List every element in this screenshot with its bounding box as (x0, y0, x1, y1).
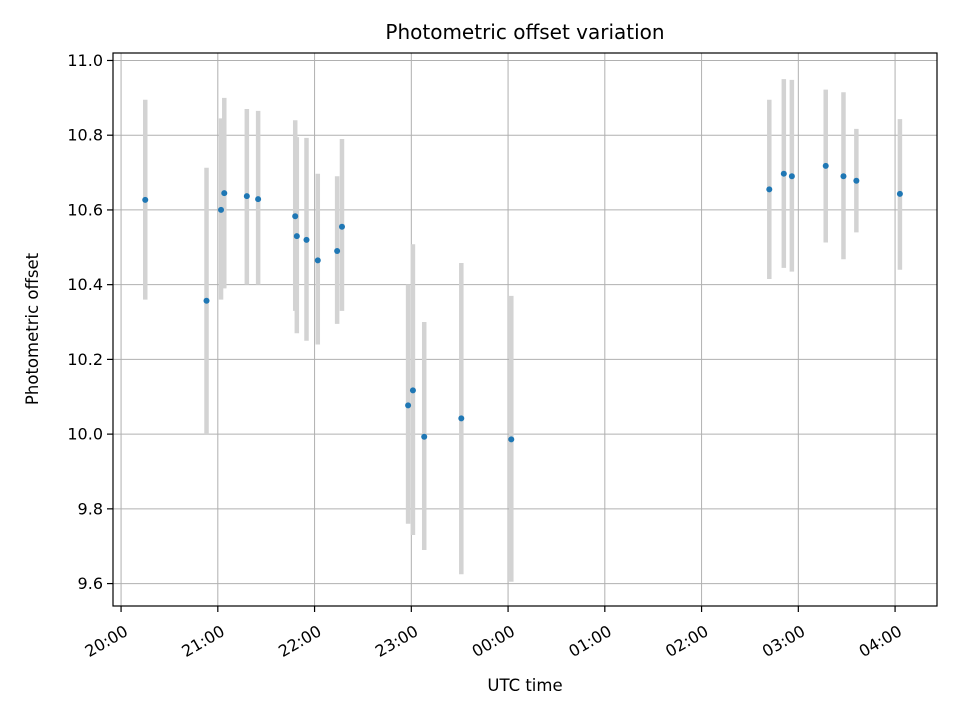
grid (113, 53, 937, 606)
y-tick-label: 10.4 (67, 275, 103, 294)
y-tick-label: 9.6 (78, 574, 103, 593)
chart-title: Photometric offset variation (385, 20, 664, 44)
data-point (766, 186, 773, 193)
y-axis-label: Photometric offset (23, 252, 42, 405)
data-point (218, 206, 225, 213)
data-point (314, 257, 321, 264)
data-point (243, 193, 250, 200)
data-point (840, 173, 847, 180)
data-point (780, 170, 787, 177)
y-tick-label: 9.8 (78, 499, 103, 518)
data-point (334, 248, 341, 255)
data-point (142, 196, 149, 203)
y-tick-label: 10.8 (67, 126, 103, 145)
data-point (292, 213, 299, 220)
data-point (255, 196, 262, 203)
data-point (303, 236, 310, 243)
data-point (822, 162, 829, 169)
data-point (293, 233, 300, 240)
x-axis-label: UTC time (487, 676, 562, 695)
data-point (853, 177, 860, 184)
y-tick-label: 11.0 (67, 51, 103, 70)
y-tick-label: 10.6 (67, 200, 103, 219)
plot-frame (112, 52, 938, 607)
y-tick-label: 10.0 (67, 425, 103, 444)
data-point (338, 223, 345, 230)
y-axis-ticks: 9.6 9.8 10.0 10.2 10.4 10.6 10.8 11.0 (67, 51, 113, 593)
data-point (421, 433, 428, 440)
y-tick-label: 10.2 (67, 350, 103, 369)
data-point (508, 436, 515, 443)
data-point (221, 190, 228, 197)
data-point (788, 173, 795, 180)
data-point (203, 297, 210, 304)
data-points (142, 162, 903, 443)
data-point (409, 387, 416, 394)
data-point (896, 190, 903, 197)
data-point (405, 402, 412, 409)
data-point (458, 415, 465, 422)
